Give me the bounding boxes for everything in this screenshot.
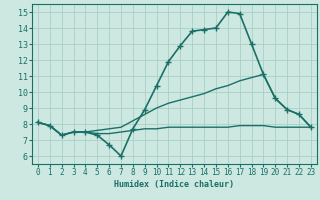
X-axis label: Humidex (Indice chaleur): Humidex (Indice chaleur): [115, 180, 234, 189]
